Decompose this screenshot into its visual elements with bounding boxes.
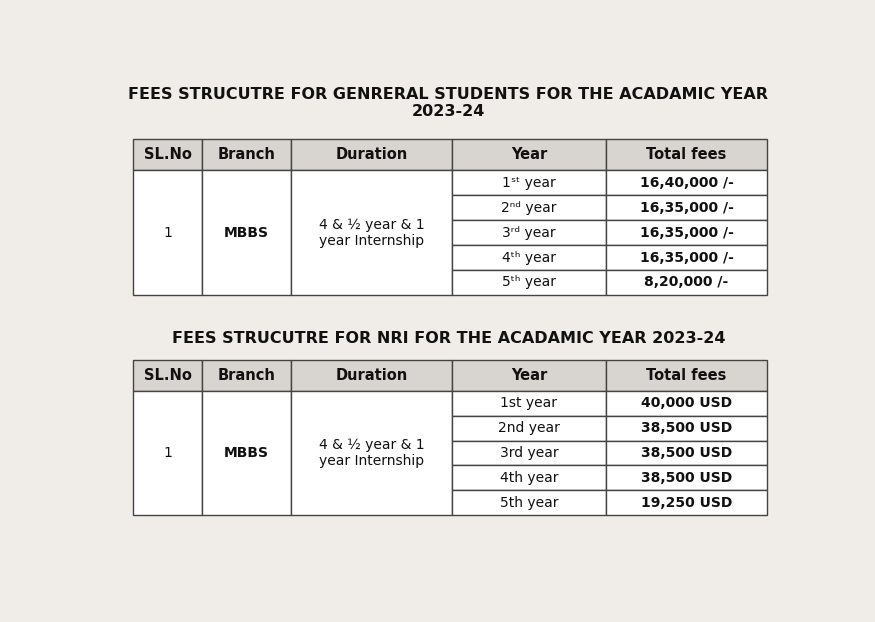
Bar — [452, 465, 606, 490]
Bar — [202, 170, 290, 295]
Bar — [452, 195, 606, 220]
Bar — [452, 490, 606, 515]
Bar — [452, 415, 606, 440]
Bar — [133, 170, 202, 295]
Text: 2nd year: 2nd year — [498, 421, 560, 435]
Bar — [452, 170, 606, 195]
Bar — [452, 270, 606, 295]
Bar — [202, 360, 290, 391]
Text: 2ⁿᵈ year: 2ⁿᵈ year — [501, 201, 556, 215]
Text: 4ᵗʰ year: 4ᵗʰ year — [502, 251, 556, 264]
Bar — [606, 220, 767, 245]
Bar — [606, 245, 767, 270]
Text: MBBS: MBBS — [224, 446, 269, 460]
Bar — [606, 170, 767, 195]
Bar — [606, 139, 767, 170]
Bar — [133, 139, 202, 170]
Bar — [133, 391, 202, 515]
Text: 4 & ½ year & 1
year Internship: 4 & ½ year & 1 year Internship — [318, 218, 424, 248]
Bar — [452, 220, 606, 245]
Text: 16,35,000 /-: 16,35,000 /- — [640, 201, 733, 215]
Text: 16,40,000 /-: 16,40,000 /- — [640, 176, 733, 190]
Text: 16,35,000 /-: 16,35,000 /- — [640, 226, 733, 239]
Text: Total fees: Total fees — [647, 368, 726, 383]
Text: 38,500 USD: 38,500 USD — [640, 421, 732, 435]
Text: 1: 1 — [164, 226, 172, 239]
Text: Year: Year — [511, 368, 547, 383]
Bar — [606, 415, 767, 440]
Text: 4 & ½ year & 1
year Internship: 4 & ½ year & 1 year Internship — [318, 438, 424, 468]
Text: SL.No: SL.No — [144, 147, 192, 162]
Bar — [452, 139, 606, 170]
Text: 19,250 USD: 19,250 USD — [640, 496, 732, 510]
Bar — [290, 170, 452, 295]
Bar — [606, 465, 767, 490]
Text: 5ᵗʰ year: 5ᵗʰ year — [502, 276, 556, 289]
Text: 1: 1 — [164, 446, 172, 460]
Bar — [290, 139, 452, 170]
Bar — [452, 391, 606, 415]
Bar — [606, 270, 767, 295]
Text: Duration: Duration — [335, 147, 408, 162]
Bar — [452, 360, 606, 391]
Text: Year: Year — [511, 147, 547, 162]
Bar — [202, 139, 290, 170]
Bar — [202, 391, 290, 515]
Text: Total fees: Total fees — [647, 147, 726, 162]
Bar — [452, 245, 606, 270]
Text: 38,500 USD: 38,500 USD — [640, 446, 732, 460]
Text: 2023-24: 2023-24 — [412, 104, 485, 119]
Text: FEES STRUCUTRE FOR NRI FOR THE ACADAMIC YEAR 2023-24: FEES STRUCUTRE FOR NRI FOR THE ACADAMIC … — [172, 331, 725, 346]
Text: 1ˢᵗ year: 1ˢᵗ year — [502, 176, 556, 190]
Text: 16,35,000 /-: 16,35,000 /- — [640, 251, 733, 264]
Bar — [606, 440, 767, 465]
Text: 3rd year: 3rd year — [500, 446, 558, 460]
Text: 4th year: 4th year — [500, 471, 558, 485]
Text: SL.No: SL.No — [144, 368, 192, 383]
Text: Branch: Branch — [218, 147, 276, 162]
Text: FEES STRUCUTRE FOR GENRERAL STUDENTS FOR THE ACADAMIC YEAR: FEES STRUCUTRE FOR GENRERAL STUDENTS FOR… — [129, 86, 768, 101]
Bar — [133, 360, 202, 391]
Text: Branch: Branch — [218, 368, 276, 383]
Text: 38,500 USD: 38,500 USD — [640, 471, 732, 485]
Text: 1st year: 1st year — [500, 396, 557, 410]
Text: 5th year: 5th year — [500, 496, 558, 510]
Bar — [290, 360, 452, 391]
Bar — [606, 391, 767, 415]
Bar — [606, 360, 767, 391]
Text: 40,000 USD: 40,000 USD — [640, 396, 732, 410]
Text: Duration: Duration — [335, 368, 408, 383]
Bar — [606, 490, 767, 515]
Bar — [606, 195, 767, 220]
Text: 3ʳᵈ year: 3ʳᵈ year — [502, 226, 556, 239]
Text: 8,20,000 /-: 8,20,000 /- — [644, 276, 729, 289]
Bar — [290, 391, 452, 515]
Text: MBBS: MBBS — [224, 226, 269, 239]
Bar — [452, 440, 606, 465]
